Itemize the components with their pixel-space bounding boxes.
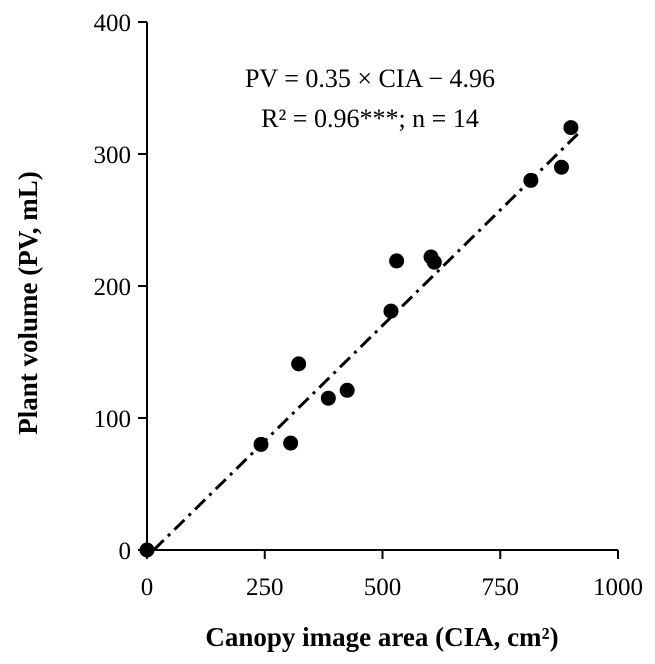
data-point <box>253 436 269 452</box>
trendline <box>152 130 582 552</box>
data-point <box>320 390 336 406</box>
data-point <box>139 542 155 558</box>
annotation-r-squared: R² = 0.96***; n = 14 <box>261 104 479 133</box>
trendline-group <box>152 130 582 552</box>
data-point <box>383 303 399 319</box>
x-tick-label: 500 <box>364 574 402 601</box>
x-tick-label: 0 <box>141 574 154 601</box>
data-point <box>291 356 307 372</box>
data-point <box>426 254 442 270</box>
ticks-group: 0 100 200 300 400 0 250 500 750 1000 <box>94 10 644 601</box>
y-tick-label: 0 <box>119 538 132 565</box>
axes-group <box>146 22 618 551</box>
points-group <box>139 120 579 558</box>
x-tick-label: 1000 <box>593 574 643 601</box>
y-tick-label: 100 <box>94 406 132 433</box>
data-point <box>283 435 299 451</box>
data-point <box>389 253 405 269</box>
data-point <box>553 159 569 175</box>
data-point <box>523 172 539 188</box>
y-tick-label: 400 <box>94 10 132 37</box>
data-point <box>563 120 579 136</box>
x-tick-label: 250 <box>246 574 284 601</box>
x-tick-label: 750 <box>482 574 520 601</box>
x-axis-title: Canopy image area (CIA, cm²) <box>205 622 558 652</box>
y-axis-title: Plant volume (PV, mL) <box>13 171 43 435</box>
annotation-equation: PV = 0.35 × CIA − 4.96 <box>245 64 495 93</box>
y-tick-label: 200 <box>94 274 132 301</box>
data-point <box>339 382 355 398</box>
y-tick-label: 300 <box>94 142 132 169</box>
